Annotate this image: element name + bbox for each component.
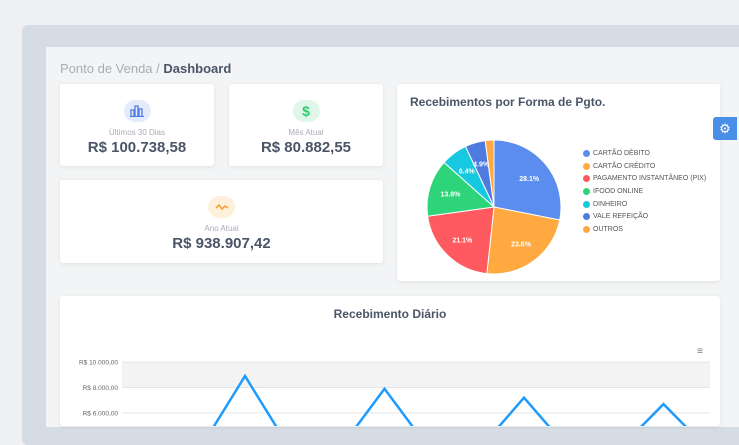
pie-data-label: 21.1% [452, 238, 473, 245]
pie-legend: CARTÃO DÉBITO CARTÃO CRÉDITO PAGAMENTO INS… [583, 147, 706, 236]
legend-item[interactable]: CARTÃO DÉBITO [583, 147, 706, 160]
legend-item[interactable]: DINHEIRO [583, 198, 706, 211]
stat-label: Últimos 30 Dias [108, 128, 165, 137]
legend-marker [583, 175, 590, 183]
breadcrumb: Ponto de Venda / Dashboard [60, 61, 231, 76]
line-chart: R$ 10.000,00 R$ 8.000,00 R$ 6.000,00 [79, 360, 710, 426]
pie-data-label: 6.4% [459, 168, 476, 175]
stat-card-30-days: Últimos 30 Dias R$ 100.738,58 [60, 84, 214, 166]
gear-icon[interactable]: ⚙ [713, 117, 737, 140]
legend-item[interactable]: CARTÃO CRÉDITO [583, 160, 706, 173]
pie-data-label: 23.6% [511, 242, 532, 249]
line-chart-card: Recebimento Diário ≡ R$ 10.000,00 R$ 8.00… [60, 296, 720, 426]
line-chart-title: Recebimento Diário [333, 307, 447, 321]
pie-chart-card: Recebimentos por Forma de Pgto. 28.1% 23.… [397, 84, 720, 281]
menu-icon[interactable]: ≡ [697, 346, 703, 357]
stat-value: R$ 100.738,58 [87, 139, 187, 156]
pie-data-label: 4.9% [473, 161, 490, 168]
legend-item[interactable]: PAGAMENTO INSTANTÂNEO (PIX) [583, 172, 706, 185]
legend-marker [583, 213, 590, 221]
legend-marker [583, 149, 590, 157]
y-tick-label: R$ 8.000,00 [83, 385, 119, 392]
legend-item[interactable]: IFOOD ONLINE [583, 185, 706, 198]
pie-chart: 28.1% 23.6% 21.1% 13.8% 6.4%4.9% [426, 139, 562, 275]
bar-chart-icon [123, 100, 151, 122]
legend-label: VALE REFEIÇÃO [593, 213, 649, 221]
pie-data-label: 28.1% [519, 176, 540, 183]
y-tick-label: R$ 10.000,00 [79, 360, 118, 367]
legend-marker [583, 187, 590, 195]
legend-label: DINHEIRO [593, 200, 628, 208]
stat-card-current-month: $ Mês Atual R$ 80.882,55 [229, 84, 383, 166]
legend-marker [583, 225, 590, 233]
stat-card-current-year: Ano Atual R$ 938.907,42 [60, 180, 383, 263]
dollar-icon: $ [292, 100, 320, 122]
legend-label: IFOOD ONLINE [593, 187, 644, 195]
pie-slice[interactable] [486, 206, 561, 275]
stat-label: Mês Atual [288, 128, 324, 137]
legend-label: CARTÃO DÉBITO [593, 149, 650, 157]
pie-slice[interactable] [493, 139, 562, 221]
pie-chart-title: Recebimentos por Forma de Pgto. [410, 95, 606, 109]
breadcrumb-parent[interactable]: Ponto de Venda [60, 61, 153, 76]
pie-slice[interactable] [426, 161, 496, 217]
stat-value: R$ 938.907,42 [172, 235, 271, 252]
breadcrumb-current: Dashboard [163, 61, 232, 76]
legend-marker [583, 200, 590, 208]
legend-item[interactable]: VALE REFEIÇÃO [583, 210, 706, 223]
legend-marker [583, 162, 590, 170]
stat-label: Ano Atual [204, 224, 239, 233]
stat-value: R$ 80.882,55 [260, 139, 352, 156]
pie-slice[interactable] [427, 206, 495, 275]
legend-item[interactable]: OUTROS [583, 223, 706, 236]
grid-band [122, 362, 710, 388]
pie-slice[interactable] [484, 139, 495, 208]
legend-label: OUTROS [593, 225, 623, 233]
y-tick-label: R$ 6.000,00 [83, 411, 119, 418]
breadcrumb-separator: / [152, 61, 164, 76]
legend-label: CARTÃO CRÉDITO [593, 162, 656, 170]
trend-icon [208, 196, 235, 218]
series-line [212, 373, 687, 426]
legend-label: PAGAMENTO INSTANTÂNEO (PIX) [593, 175, 707, 183]
pie-data-label: 13.8% [440, 192, 461, 199]
